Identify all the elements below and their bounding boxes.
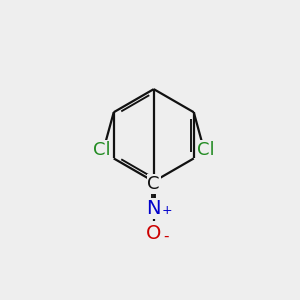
Text: N: N [146,199,161,218]
Text: Cl: Cl [93,141,111,159]
Text: C: C [148,175,160,193]
Text: O: O [146,224,161,243]
Text: +: + [161,204,172,217]
Text: -: - [164,228,169,243]
Text: Cl: Cl [197,141,214,159]
